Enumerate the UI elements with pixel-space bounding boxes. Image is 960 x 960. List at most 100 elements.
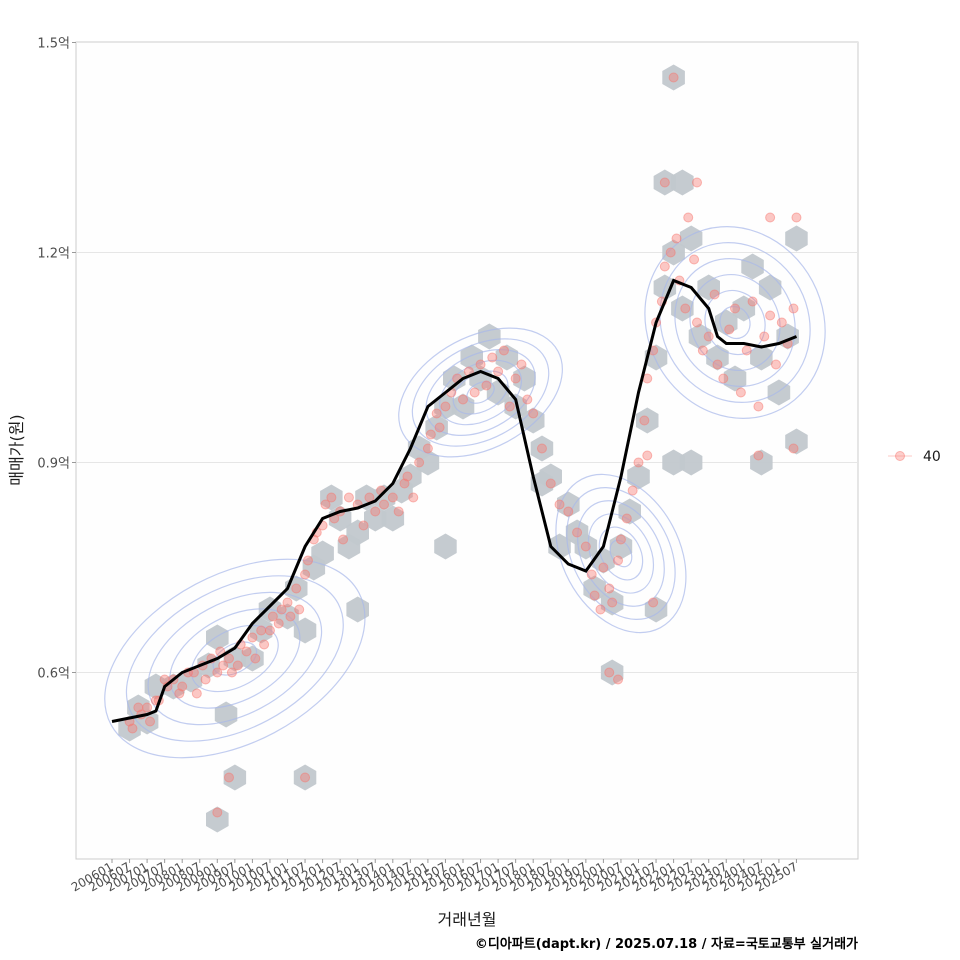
density-contour [104,558,366,759]
data-point [765,212,776,223]
hex-bin [434,533,457,560]
data-point [142,702,153,713]
data-point [440,401,451,412]
hex-bin [346,519,369,546]
data-point [604,667,615,678]
data-point [747,296,758,307]
data-point [481,380,492,391]
hex-bin [179,666,203,693]
data-point [343,492,354,503]
hex-bin [644,596,668,623]
data-point [300,569,311,580]
hex-bin [530,435,554,462]
hex-bin [276,603,299,630]
data-point [536,443,547,454]
hex-bin [750,449,773,476]
data-point [241,646,252,657]
hex-bin [355,484,378,511]
data-point [224,653,234,664]
data-point [580,541,591,552]
data-point [683,212,694,223]
hex-bin [688,323,712,350]
data-point [212,807,223,818]
data-point [753,450,764,461]
data-point [595,604,606,615]
hex-bin [636,407,659,434]
hex-bin [548,533,571,560]
data-point [759,331,770,342]
density-contour [719,305,751,340]
data-point [458,394,468,405]
density-contour [587,513,655,594]
density-contour [439,359,523,426]
data-point [273,618,284,629]
data-point [615,534,626,545]
data-point [613,555,624,566]
hex-bin [381,505,405,532]
data-point [572,527,583,538]
data-point [545,478,556,489]
data-point [425,429,436,440]
data-point [680,303,691,314]
data-point [598,562,609,573]
data-point [633,457,644,468]
data-point [267,611,278,622]
y-tick-label: 1.5억 [37,37,70,52]
legend-key-point [895,451,905,461]
hex-bin [206,624,229,651]
data-point [218,660,229,671]
data-point [692,317,702,328]
data-point [586,569,597,580]
data-point [554,499,565,510]
data-point [414,457,425,468]
data-point [402,471,413,482]
density-contour [125,575,344,742]
caption: ©디아파트(dapt.kr) / 2025.07.18 / 자료=국토교통부 실… [475,936,858,952]
data-point [338,534,349,545]
hex-bin [320,484,343,511]
data-point [256,625,267,636]
data-point [791,212,802,223]
density-contour [169,608,301,709]
hex-bin [425,414,448,441]
legend-label: 40 [923,449,941,465]
data-point [753,401,764,412]
data-point [659,177,670,188]
data-point [607,597,618,608]
hex-bin [372,484,396,511]
data-point [247,632,258,643]
hex-bin [767,379,791,406]
data-point [639,415,650,426]
data-point [127,723,138,734]
y-tick-label: 0.6억 [37,667,70,682]
data-point [326,492,337,503]
data-point [589,590,600,601]
hex-bin [785,428,808,455]
hex-bin [583,575,606,602]
data-point [294,604,305,615]
data-point [276,604,287,615]
data-point [393,506,404,517]
hex-bin [293,764,317,791]
y-tick-label: 0.9억 [37,457,70,472]
x-axis: 2006012006072007012007072008012008072009… [69,859,800,895]
data-point [282,597,293,608]
data-point [358,520,369,531]
data-point [370,506,381,517]
density-contour [398,327,563,458]
data-point [300,772,311,783]
hex-bin [478,323,501,350]
data-point [469,387,480,398]
hex-bin [662,449,685,476]
density-contour [190,624,279,693]
hex-bin [732,295,756,322]
data-point [522,394,533,405]
trend-line [111,278,798,723]
data-point [528,408,539,419]
data-point [730,303,741,314]
hex-bin [249,617,273,644]
density-contour [555,473,687,634]
data-point [434,422,445,433]
hex-bin [206,806,229,833]
data-point [387,492,398,503]
